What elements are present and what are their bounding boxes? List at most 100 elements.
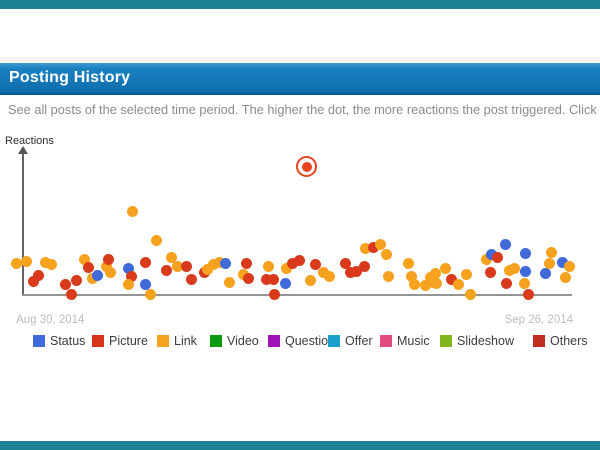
- post-dot-picture[interactable]: [484, 266, 496, 278]
- legend-item-music[interactable]: Music: [380, 334, 430, 348]
- post-dot-status[interactable]: [499, 238, 511, 250]
- highlighted-post-dot[interactable]: [302, 162, 312, 172]
- legend-item-status[interactable]: Status: [33, 334, 85, 348]
- post-dot-picture[interactable]: [65, 288, 77, 300]
- post-dot-picture[interactable]: [491, 251, 503, 263]
- post-dot-picture[interactable]: [445, 273, 457, 285]
- post-dot-link[interactable]: [100, 260, 112, 272]
- post-dot-link[interactable]: [563, 260, 575, 272]
- post-dot-link[interactable]: [122, 278, 134, 290]
- post-dot-picture[interactable]: [260, 273, 272, 285]
- post-dot-status[interactable]: [485, 248, 497, 260]
- post-dot-picture[interactable]: [185, 273, 197, 285]
- legend-swatch-offer: [328, 335, 340, 347]
- post-dot-link[interactable]: [430, 277, 442, 289]
- post-dot-picture[interactable]: [522, 288, 534, 300]
- post-dot-link[interactable]: [543, 257, 555, 269]
- post-dot-link[interactable]: [207, 258, 219, 270]
- post-dot-picture[interactable]: [350, 265, 362, 277]
- post-dot-link[interactable]: [464, 288, 476, 300]
- post-dot-picture[interactable]: [125, 270, 137, 282]
- post-dot-status[interactable]: [279, 277, 291, 289]
- post-dot-link[interactable]: [380, 248, 392, 260]
- post-dot-picture[interactable]: [293, 254, 305, 266]
- post-dot-link[interactable]: [405, 270, 417, 282]
- post-dot-picture[interactable]: [139, 256, 151, 268]
- post-dot-status[interactable]: [519, 247, 531, 259]
- post-dot-link[interactable]: [144, 288, 156, 300]
- post-dot-picture[interactable]: [367, 241, 379, 253]
- post-dot-link[interactable]: [480, 253, 492, 265]
- post-dot-link[interactable]: [559, 271, 571, 283]
- post-dot-link[interactable]: [452, 278, 464, 290]
- post-dot-link[interactable]: [20, 255, 32, 267]
- post-dot-link[interactable]: [545, 246, 557, 258]
- post-dot-status[interactable]: [122, 262, 134, 274]
- post-dot-link[interactable]: [262, 260, 274, 272]
- post-dot-link[interactable]: [126, 205, 138, 217]
- post-dot-link[interactable]: [508, 262, 520, 274]
- post-dot-link[interactable]: [317, 266, 329, 278]
- post-dot-link[interactable]: [408, 278, 420, 290]
- legend-item-picture[interactable]: Picture: [92, 334, 148, 348]
- post-dot-link[interactable]: [304, 274, 316, 286]
- post-dot-link[interactable]: [439, 262, 451, 274]
- post-dot-picture[interactable]: [59, 278, 71, 290]
- post-dot-picture[interactable]: [242, 272, 254, 284]
- post-dot-link[interactable]: [104, 266, 116, 278]
- post-dot-link[interactable]: [213, 256, 225, 268]
- post-dot-link[interactable]: [280, 262, 292, 274]
- post-dot-picture[interactable]: [27, 275, 39, 287]
- post-dot-link[interactable]: [45, 258, 57, 270]
- legend-swatch-music: [380, 335, 392, 347]
- legend-item-question[interactable]: Question: [268, 334, 335, 348]
- post-dot-link[interactable]: [165, 251, 177, 263]
- post-dot-link[interactable]: [201, 263, 213, 275]
- post-dot-link[interactable]: [374, 238, 386, 250]
- post-dot-picture[interactable]: [267, 273, 279, 285]
- post-dot-picture[interactable]: [160, 264, 172, 276]
- post-dot-picture[interactable]: [32, 269, 44, 281]
- post-dot-link[interactable]: [323, 270, 335, 282]
- post-dot-picture[interactable]: [180, 260, 192, 272]
- post-dot-status[interactable]: [219, 257, 231, 269]
- post-dot-link[interactable]: [460, 268, 472, 280]
- legend-label: Others: [550, 334, 588, 348]
- post-dot-picture[interactable]: [286, 257, 298, 269]
- post-dot-link[interactable]: [419, 279, 431, 291]
- post-dot-picture[interactable]: [344, 266, 356, 278]
- post-dot-link[interactable]: [237, 268, 249, 280]
- post-dot-picture[interactable]: [82, 261, 94, 273]
- post-dot-picture[interactable]: [70, 274, 82, 286]
- legend-item-others[interactable]: Others: [533, 334, 588, 348]
- post-dot-link[interactable]: [10, 257, 22, 269]
- post-dot-link[interactable]: [171, 260, 183, 272]
- post-dot-link[interactable]: [39, 256, 51, 268]
- post-dot-picture[interactable]: [309, 258, 321, 270]
- post-dot-status[interactable]: [556, 256, 568, 268]
- post-dot-status[interactable]: [139, 278, 151, 290]
- post-dot-status[interactable]: [539, 267, 551, 279]
- post-dot-status[interactable]: [91, 269, 103, 281]
- post-dot-picture[interactable]: [500, 277, 512, 289]
- post-dot-link[interactable]: [518, 277, 530, 289]
- post-dot-picture[interactable]: [339, 257, 351, 269]
- post-dot-link[interactable]: [223, 276, 235, 288]
- post-dot-link[interactable]: [150, 234, 162, 246]
- post-dot-link[interactable]: [402, 257, 414, 269]
- post-dot-picture[interactable]: [268, 288, 280, 300]
- post-dot-picture[interactable]: [358, 260, 370, 272]
- legend-swatch-status: [33, 335, 45, 347]
- legend-item-link[interactable]: Link: [157, 334, 197, 348]
- legend-item-slideshow[interactable]: Slideshow: [440, 334, 514, 348]
- post-dot-link[interactable]: [382, 270, 394, 282]
- legend-item-offer[interactable]: Offer: [328, 334, 373, 348]
- post-dot-picture[interactable]: [102, 253, 114, 265]
- post-dot-link[interactable]: [429, 267, 441, 279]
- post-dot-picture[interactable]: [240, 257, 252, 269]
- post-dot-link[interactable]: [78, 253, 90, 265]
- legend-item-video[interactable]: Video: [210, 334, 259, 348]
- post-dot-link[interactable]: [359, 242, 371, 254]
- post-dot-status[interactable]: [519, 265, 531, 277]
